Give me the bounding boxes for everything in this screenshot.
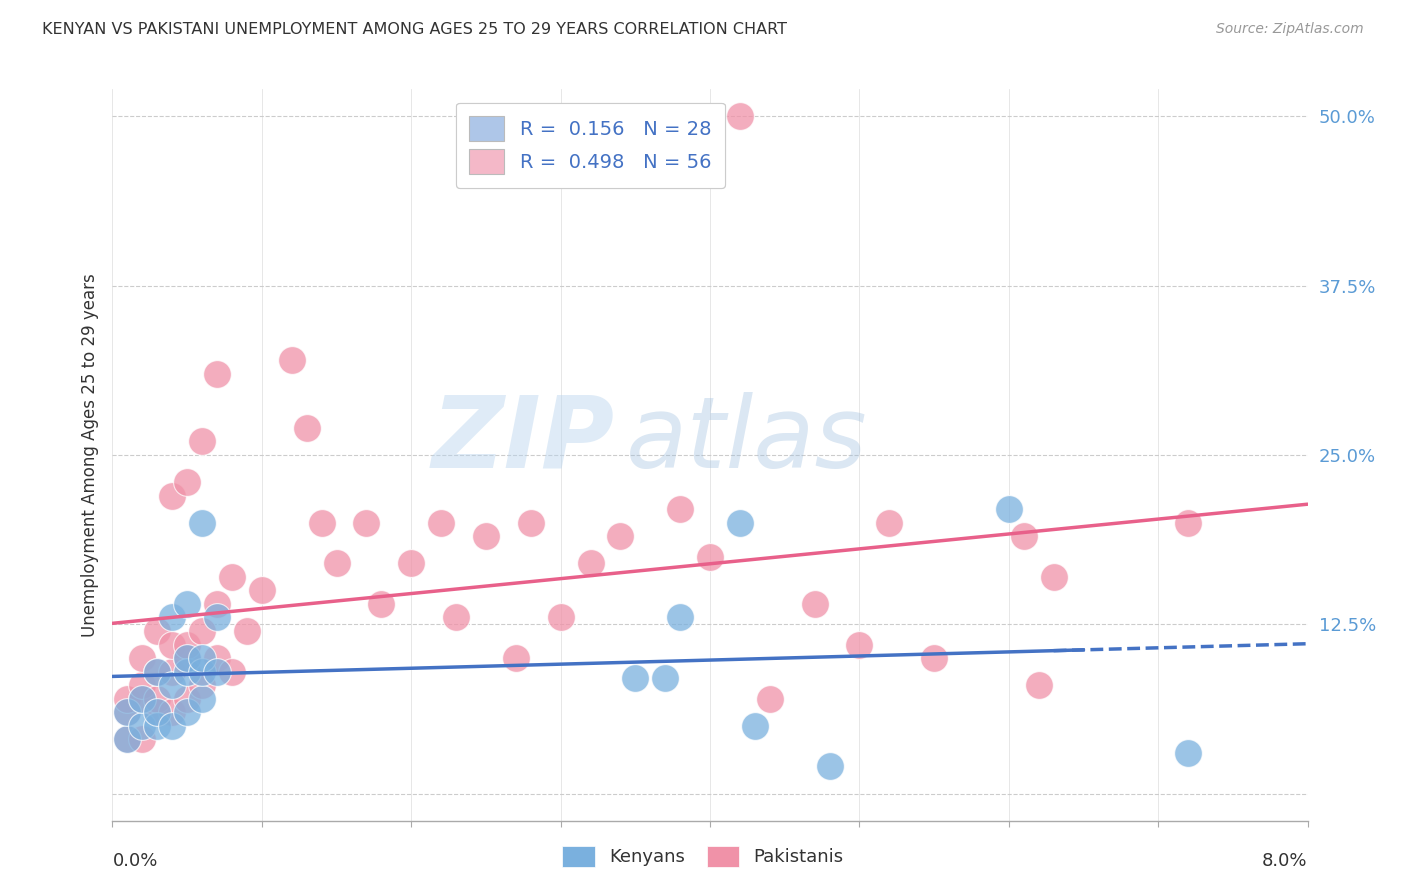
Point (669, 610, 692, 624)
Point (146, 624, 169, 638)
Point (191, 691, 214, 706)
Point (146, 691, 169, 706)
Point (325, 556, 347, 570)
Point (131, 678, 153, 692)
Point (146, 665, 169, 679)
Point (295, 421, 318, 435)
Point (505, 651, 527, 665)
Y-axis label: Unemployment Among Ages 25 to 29 years: Unemployment Among Ages 25 to 29 years (80, 273, 98, 637)
Point (176, 691, 198, 706)
Point (205, 665, 228, 679)
Point (758, 691, 780, 706)
Point (146, 719, 169, 733)
Text: KENYAN VS PAKISTANI UNEMPLOYMENT AMONG AGES 25 TO 29 YEARS CORRELATION CHART: KENYAN VS PAKISTANI UNEMPLOYMENT AMONG A… (42, 22, 787, 37)
Point (162, 489, 183, 503)
Point (191, 516, 214, 530)
Point (550, 610, 572, 624)
Point (117, 732, 139, 747)
Point (1028, 678, 1050, 692)
Point (281, 353, 304, 368)
Point (609, 529, 631, 543)
Point (176, 597, 198, 611)
Point (311, 516, 333, 530)
Point (162, 678, 183, 692)
Point (803, 597, 825, 611)
Point (520, 516, 543, 530)
Point (191, 434, 214, 449)
Point (205, 610, 228, 624)
Point (669, 502, 692, 516)
Point (579, 556, 602, 570)
Point (131, 691, 153, 706)
Point (848, 638, 870, 652)
Point (221, 570, 243, 584)
Text: Source: ZipAtlas.com: Source: ZipAtlas.com (1216, 22, 1364, 37)
Point (728, 516, 751, 530)
Point (877, 516, 900, 530)
Point (654, 672, 676, 686)
Text: ZIP: ZIP (432, 392, 614, 489)
Point (370, 597, 392, 611)
Legend: R =  0.156   N = 28, R =  0.498   N = 56: R = 0.156 N = 28, R = 0.498 N = 56 (456, 103, 725, 187)
Point (131, 691, 153, 706)
Point (205, 597, 228, 611)
Legend: Kenyans, Pakistanis: Kenyans, Pakistanis (555, 838, 851, 874)
Point (475, 529, 498, 543)
Point (250, 583, 273, 598)
Point (176, 651, 198, 665)
Point (236, 624, 259, 638)
Point (1012, 529, 1035, 543)
Point (191, 678, 214, 692)
Point (205, 367, 228, 381)
Point (205, 651, 228, 665)
Point (699, 549, 721, 564)
Point (162, 610, 183, 624)
Point (1177, 516, 1199, 530)
Point (191, 624, 214, 638)
Point (922, 651, 945, 665)
Point (430, 516, 453, 530)
Point (444, 610, 467, 624)
Point (131, 732, 153, 747)
Point (162, 706, 183, 720)
Point (191, 651, 214, 665)
Point (191, 665, 214, 679)
Point (221, 665, 243, 679)
Point (728, 109, 751, 123)
Point (176, 706, 198, 720)
Point (997, 502, 1019, 516)
Point (146, 706, 169, 720)
Point (176, 665, 198, 679)
Point (1177, 746, 1199, 760)
Text: 0.0%: 0.0% (112, 852, 157, 870)
Point (117, 691, 139, 706)
Point (176, 638, 198, 652)
Point (1042, 570, 1064, 584)
Point (162, 665, 183, 679)
Point (146, 665, 169, 679)
Point (818, 759, 841, 773)
Point (176, 475, 198, 489)
Text: 8.0%: 8.0% (1263, 852, 1308, 870)
Point (356, 516, 378, 530)
Point (744, 719, 766, 733)
Point (131, 651, 153, 665)
Point (117, 706, 139, 720)
Point (162, 638, 183, 652)
Point (117, 732, 139, 747)
Point (401, 556, 423, 570)
Point (162, 719, 183, 733)
Point (117, 706, 139, 720)
Text: atlas: atlas (626, 392, 868, 489)
Point (624, 672, 647, 686)
Point (176, 651, 198, 665)
Point (131, 719, 153, 733)
Point (146, 706, 169, 720)
